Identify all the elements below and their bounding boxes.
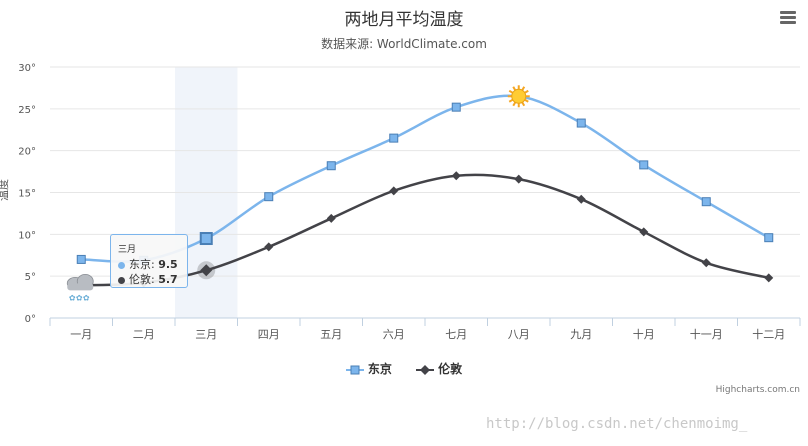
marker-square xyxy=(639,160,649,170)
marker-square xyxy=(764,233,774,243)
legend-label-tokyo: 东京 xyxy=(367,362,392,376)
x-tick-label: 六月 xyxy=(383,328,405,341)
annotations: ✿ ✿ ✿ xyxy=(66,85,530,302)
y-tick-label: 30° xyxy=(18,63,36,74)
y-axis-label: 温度 xyxy=(0,179,10,201)
series-dot-icon xyxy=(118,261,125,269)
chart-title: 两地月平均温度 xyxy=(344,10,464,30)
y-tick-label: 15° xyxy=(18,189,36,200)
legend-square-icon xyxy=(345,365,364,374)
tooltip-header: 三月 xyxy=(118,245,137,255)
snowflake-icon: ✿ xyxy=(76,293,83,302)
marker-square xyxy=(199,232,213,246)
marker-diamond xyxy=(389,186,399,196)
credits-link[interactable]: Highcharts.com.cn xyxy=(715,385,800,395)
y-tick-label: 0° xyxy=(25,314,36,325)
cloud-base xyxy=(67,283,94,291)
y-tick-label: 25° xyxy=(18,105,36,116)
marker-diamond xyxy=(764,273,774,283)
legend-diamond-icon xyxy=(416,364,435,375)
marker-square xyxy=(76,254,86,264)
chart-subtitle: 数据来源: WorldClimate.com xyxy=(321,37,487,51)
marker-square xyxy=(701,197,711,207)
watermark: http://blog.csdn.net/chenmoimg_ xyxy=(486,416,748,432)
legend-item-tokyo[interactable]: 东京 xyxy=(345,360,392,377)
legend-label-london: 伦敦 xyxy=(438,362,463,376)
x-axis: 一月 二月 三月 四月 五月 六月 七月 八月 九月 十月 十一月 十二月 xyxy=(49,317,801,341)
legend: 东京 伦敦 xyxy=(0,360,808,377)
y-tick-label: 10° xyxy=(18,230,36,241)
sun-disc xyxy=(511,88,527,104)
x-tick-label: 九月 xyxy=(570,328,592,341)
marker-square xyxy=(326,161,336,171)
marker-diamond xyxy=(326,213,336,223)
x-tick-label: 七月 xyxy=(445,328,467,341)
sun-icon xyxy=(507,85,530,108)
marker-square xyxy=(451,102,461,112)
marker-square xyxy=(576,118,586,128)
y-tick-label: 20° xyxy=(18,147,36,158)
tooltip-row-tokyo: 东京: 9.5 xyxy=(118,257,180,272)
x-tick-label: 一月 xyxy=(70,328,92,341)
y-tick-label: 5° xyxy=(25,272,36,283)
marker-square xyxy=(389,133,399,143)
snow-cloud-icon: ✿ ✿ ✿ xyxy=(66,273,94,302)
marker-diamond xyxy=(701,258,711,268)
marker-diamond xyxy=(451,171,461,181)
tooltip: 三月 东京: 9.5 伦敦: 5.7 xyxy=(110,234,188,288)
snowflake-icon: ✿ xyxy=(83,293,90,302)
y-axis-ticks: 0° 5° 10° 15° 20° 25° 30° xyxy=(18,63,36,325)
marker-square xyxy=(264,192,274,202)
marker-diamond xyxy=(514,174,524,184)
x-tick-label: 十月 xyxy=(633,327,655,341)
snowflake-icon: ✿ xyxy=(69,293,76,302)
legend-item-london[interactable]: 伦敦 xyxy=(416,360,462,377)
hamburger-menu-icon[interactable] xyxy=(780,11,796,25)
x-tick-label: 二月 xyxy=(133,328,155,341)
marker-diamond xyxy=(200,264,213,277)
x-tick-label: 四月 xyxy=(258,328,280,341)
marker-diamond xyxy=(576,194,586,204)
x-tick-label: 五月 xyxy=(320,328,342,341)
tooltip-row-london: 伦敦: 5.7 xyxy=(118,272,180,287)
x-tick-label: 八月 xyxy=(508,328,530,341)
marker-diamond xyxy=(639,227,649,237)
x-tick-label: 三月 xyxy=(195,328,217,341)
series-dot-icon xyxy=(118,276,125,284)
x-tick-label: 十二月 xyxy=(752,327,785,341)
x-tick-label: 十一月 xyxy=(690,327,723,341)
marker-diamond xyxy=(264,242,274,252)
